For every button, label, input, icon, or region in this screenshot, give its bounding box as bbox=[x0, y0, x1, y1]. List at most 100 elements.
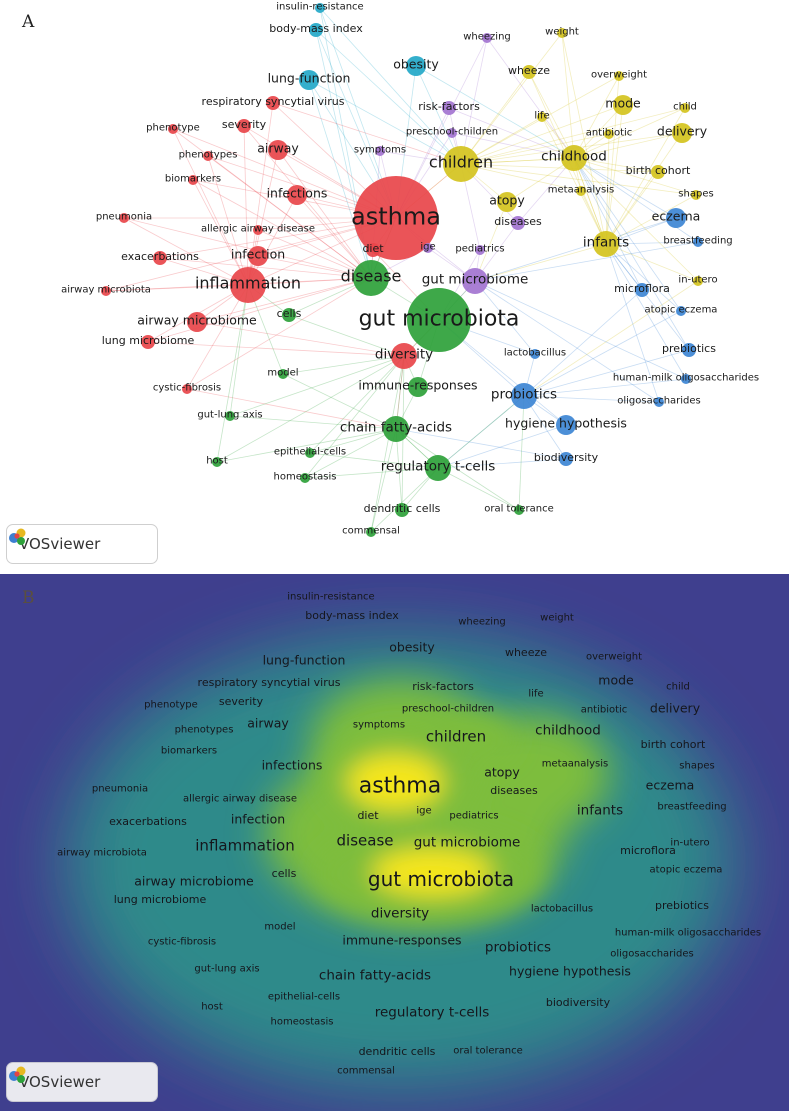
density-label-wheezing[interactable]: wheezing bbox=[458, 617, 506, 628]
density-label-in-utero[interactable]: in-utero bbox=[670, 838, 709, 849]
node-severity[interactable] bbox=[237, 119, 251, 133]
node-symptoms[interactable] bbox=[375, 146, 385, 156]
density-label-airway-microbiome[interactable]: airway microbiome bbox=[134, 873, 254, 888]
label-preschool-children[interactable]: preschool-children bbox=[406, 127, 498, 138]
density-label-birth-cohort[interactable]: birth cohort bbox=[641, 738, 706, 751]
node-oral-tolerance[interactable] bbox=[514, 505, 524, 515]
node-airway[interactable] bbox=[268, 140, 288, 160]
node-life[interactable] bbox=[537, 112, 547, 122]
label-allergic-airway-disease[interactable]: allergic airway disease bbox=[201, 224, 315, 235]
label-diseases[interactable]: diseases bbox=[494, 215, 542, 228]
density-label-antibiotic[interactable]: antibiotic bbox=[581, 705, 628, 716]
label-children[interactable]: children bbox=[429, 153, 493, 172]
density-label-gut-lung-axis[interactable]: gut-lung axis bbox=[194, 964, 259, 975]
label-delivery[interactable]: delivery bbox=[657, 123, 708, 138]
node-human-milk-oligosaccharides[interactable] bbox=[681, 374, 691, 384]
label-human-milk-oligosaccharides[interactable]: human-milk oligosaccharides bbox=[613, 373, 759, 384]
density-label-mode[interactable]: mode bbox=[598, 672, 634, 687]
density-label-gut-microbiota[interactable]: gut microbiota bbox=[368, 867, 514, 891]
density-label-obesity[interactable]: obesity bbox=[389, 639, 435, 654]
label-mode[interactable]: mode bbox=[605, 95, 641, 110]
node-insulin-resistance[interactable] bbox=[315, 3, 325, 13]
label-lactobacillus[interactable]: lactobacillus bbox=[504, 348, 566, 359]
label-breastfeeding[interactable]: breastfeeding bbox=[663, 236, 732, 247]
label-regulatory-t-cells[interactable]: regulatory t-cells bbox=[381, 459, 496, 475]
density-label-risk-factors[interactable]: risk-factors bbox=[412, 680, 474, 693]
density-label-atopic-eczema[interactable]: atopic eczema bbox=[650, 865, 723, 876]
node-weight[interactable] bbox=[557, 28, 567, 38]
node-inflammation[interactable] bbox=[230, 267, 266, 303]
density-label-children[interactable]: children bbox=[426, 727, 486, 745]
density-label-human-milk-oligosaccharides[interactable]: human-milk oligosaccharides bbox=[615, 928, 761, 939]
density-label-microflora[interactable]: microflora bbox=[620, 844, 676, 857]
node-shapes[interactable] bbox=[691, 190, 701, 200]
node-infections[interactable] bbox=[287, 185, 307, 205]
node-oligosaccharides[interactable] bbox=[654, 397, 664, 407]
label-host[interactable]: host bbox=[206, 456, 228, 467]
density-label-cells[interactable]: cells bbox=[272, 867, 297, 880]
node-pneumonia[interactable] bbox=[119, 213, 129, 223]
node-exacerbations[interactable] bbox=[153, 251, 167, 265]
label-diet[interactable]: diet bbox=[362, 242, 384, 255]
node-infection[interactable] bbox=[248, 246, 268, 266]
density-label-child[interactable]: child bbox=[666, 682, 690, 693]
node-breastfeeding[interactable] bbox=[693, 237, 703, 247]
density-label-atopy[interactable]: atopy bbox=[484, 764, 520, 779]
node-gut-lung-axis[interactable] bbox=[225, 411, 235, 421]
density-label-shapes[interactable]: shapes bbox=[679, 761, 714, 772]
density-label-gut-microbiome[interactable]: gut microbiome bbox=[414, 835, 521, 851]
label-homeostasis[interactable]: homeostasis bbox=[274, 472, 337, 483]
density-label-cystic-fibrosis[interactable]: cystic-fibrosis bbox=[148, 937, 216, 948]
label-epithelial-cells[interactable]: epithelial-cells bbox=[274, 447, 346, 458]
density-label-disease[interactable]: disease bbox=[337, 831, 394, 849]
node-biomarkers[interactable] bbox=[188, 175, 198, 185]
label-infection[interactable]: infection bbox=[231, 246, 285, 261]
label-phenotypes[interactable]: phenotypes bbox=[179, 150, 238, 161]
density-label-wheeze[interactable]: wheeze bbox=[505, 646, 547, 659]
label-atopic-eczema[interactable]: atopic eczema bbox=[645, 305, 718, 316]
density-label-diversity[interactable]: diversity bbox=[371, 906, 429, 922]
node-wheezing[interactable] bbox=[482, 33, 492, 43]
node-cystic-fibrosis[interactable] bbox=[182, 384, 192, 394]
node-antibiotic[interactable] bbox=[604, 129, 614, 139]
density-label-diet[interactable]: diet bbox=[357, 809, 379, 822]
density-label-childhood[interactable]: childhood bbox=[535, 723, 601, 739]
node-gut-microbiome[interactable] bbox=[462, 268, 488, 294]
node-overweight[interactable] bbox=[614, 71, 624, 81]
node-preschool-children[interactable] bbox=[447, 128, 457, 138]
node-pediatrics[interactable] bbox=[475, 245, 485, 255]
density-label-prebiotics[interactable]: prebiotics bbox=[655, 899, 709, 912]
density-label-biodiversity[interactable]: biodiversity bbox=[546, 996, 611, 1009]
density-label-overweight[interactable]: overweight bbox=[586, 652, 642, 663]
node-wheeze[interactable] bbox=[522, 65, 536, 79]
node-diversity[interactable] bbox=[391, 343, 417, 369]
density-label-allergic-airway-disease[interactable]: allergic airway disease bbox=[183, 794, 297, 805]
label-insulin-resistance[interactable]: insulin-resistance bbox=[276, 2, 363, 13]
label-exacerbations[interactable]: exacerbations bbox=[121, 250, 199, 263]
node-children[interactable] bbox=[443, 146, 479, 182]
label-respiratory-syncytial-virus[interactable]: respiratory syncytial virus bbox=[202, 95, 345, 108]
label-symptoms[interactable]: symptoms bbox=[354, 145, 406, 156]
label-disease[interactable]: disease bbox=[341, 267, 402, 286]
density-label-phenotypes[interactable]: phenotypes bbox=[175, 725, 234, 736]
density-label-body-mass-index[interactable]: body-mass index bbox=[305, 609, 399, 622]
label-wheezing[interactable]: wheezing bbox=[463, 32, 511, 43]
node-childhood[interactable] bbox=[561, 145, 587, 171]
density-label-oral-tolerance[interactable]: oral tolerance bbox=[453, 1046, 523, 1057]
node-airway-microbiota[interactable] bbox=[101, 286, 111, 296]
density-label-severity[interactable]: severity bbox=[219, 695, 264, 708]
density-label-homeostasis[interactable]: homeostasis bbox=[271, 1017, 334, 1028]
density-label-pediatrics[interactable]: pediatrics bbox=[449, 811, 498, 822]
density-label-probiotics[interactable]: probiotics bbox=[485, 940, 551, 956]
label-phenotype[interactable]: phenotype bbox=[146, 123, 200, 134]
label-cells[interactable]: cells bbox=[277, 307, 302, 320]
node-child[interactable] bbox=[680, 103, 690, 113]
density-label-model[interactable]: model bbox=[264, 922, 295, 933]
node-allergic-airway-disease[interactable] bbox=[253, 225, 263, 235]
density-label-oligosaccharides[interactable]: oligosaccharides bbox=[610, 949, 694, 960]
label-airway[interactable]: airway bbox=[257, 140, 299, 155]
node-diseases[interactable] bbox=[511, 216, 525, 230]
density-label-dendritic-cells[interactable]: dendritic cells bbox=[359, 1045, 436, 1058]
node-cells[interactable] bbox=[282, 308, 296, 322]
label-dendritic-cells[interactable]: dendritic cells bbox=[364, 502, 441, 515]
